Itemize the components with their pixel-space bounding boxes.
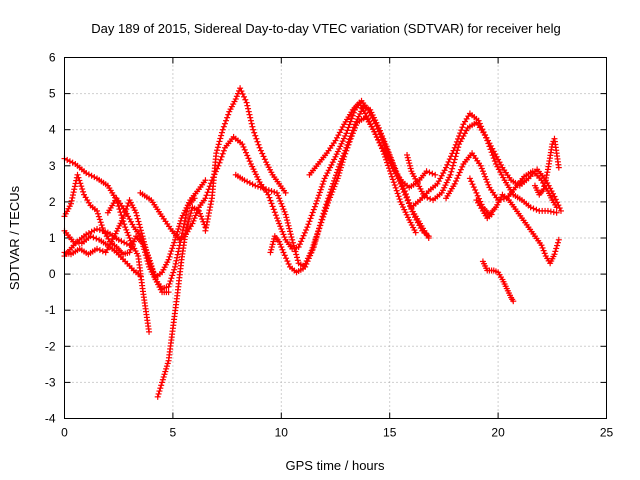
sat-trace-6 <box>104 195 172 296</box>
sat-trace-19 <box>473 197 495 222</box>
x-tick-label: 20 <box>491 426 505 440</box>
y-tick-label: -4 <box>45 412 56 426</box>
sat-trace-15 <box>443 150 560 211</box>
tick-layer: 0 5 10 15 20 25 -4 -3 -2 -1 0 1 2 3 4 5 6 <box>45 51 614 440</box>
sat-trace-14 <box>408 110 560 216</box>
sat-trace-9 <box>202 85 289 234</box>
sat-trace-1 <box>61 155 153 335</box>
y-tick-label: 2 <box>49 195 56 209</box>
x-tick-label: 0 <box>61 426 68 440</box>
y-tick-label: 3 <box>49 159 56 173</box>
y-tick-label: 4 <box>49 123 56 137</box>
x-axis-label: GPS time / hours <box>286 458 385 473</box>
series-layer <box>61 85 564 400</box>
sat-trace-18 <box>479 258 517 305</box>
y-tick-label: 5 <box>49 87 56 101</box>
chart-title: Day 189 of 2015, Sidereal Day-to-day VTE… <box>91 21 560 36</box>
y-tick-label: 1 <box>49 231 56 245</box>
y-tick-label: -3 <box>45 375 56 389</box>
x-tick-label: 5 <box>170 426 177 440</box>
y-tick-label: -1 <box>45 303 56 317</box>
plot-frame <box>64 57 607 419</box>
sat-trace-17 <box>531 135 562 198</box>
grid-layer <box>64 57 607 419</box>
y-tick-label: 6 <box>49 51 56 65</box>
sat-trace-4 <box>61 227 144 279</box>
x-tick-label: 25 <box>600 426 614 440</box>
y-tick-label: 0 <box>49 267 56 281</box>
sat-trace-7 <box>137 97 432 252</box>
y-axis-label: SDTVAR / TECUs <box>7 185 22 290</box>
y-tick-label: -2 <box>45 339 56 353</box>
x-tick-label: 15 <box>383 426 397 440</box>
x-tick-label: 10 <box>275 426 289 440</box>
sat-trace-8 <box>154 204 209 400</box>
sat-trace-5 <box>61 225 133 260</box>
sat-trace-12 <box>306 99 439 191</box>
sat-trace-16 <box>466 175 562 267</box>
